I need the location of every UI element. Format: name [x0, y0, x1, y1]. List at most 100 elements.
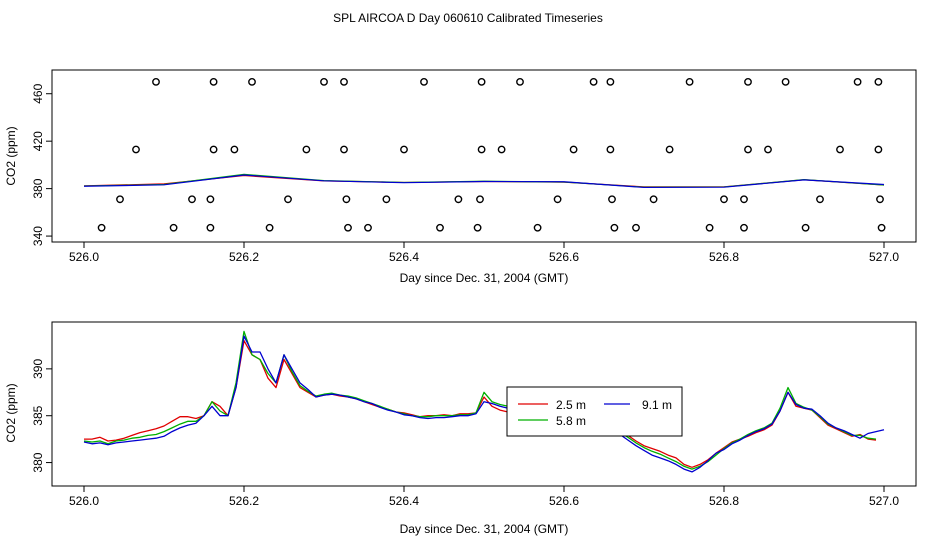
calibration-point	[606, 145, 615, 154]
calibration-point	[874, 77, 883, 86]
calibration-point	[302, 145, 311, 154]
calibration-point	[206, 223, 215, 232]
top-calibration-points	[97, 77, 886, 232]
bottom-x-tick-label: 526.2	[229, 494, 259, 508]
calibration-point	[608, 195, 616, 204]
calibration-point	[265, 223, 274, 232]
calibration-point	[497, 145, 506, 154]
calibration-point	[209, 145, 218, 154]
calibration-point	[320, 77, 328, 86]
top-x-tick-label: 526.4	[389, 250, 419, 264]
calibration-point	[740, 195, 748, 204]
legend-label-5-8m: 5.8 m	[556, 414, 586, 428]
top-y-tick-label: 340	[31, 226, 45, 246]
calibration-point	[874, 145, 883, 154]
calibration-point	[248, 77, 256, 86]
bottom-x-tick-label: 526.0	[69, 494, 99, 508]
legend-box	[506, 386, 683, 437]
bottom-x-tick-label: 526.4	[389, 494, 419, 508]
top-x-axis-label: Day since Dec. 31, 2004 (GMT)	[400, 271, 569, 285]
bottom-axes: 526.0 526.2 526.4 526.6 526.8 527.0 380 385 390	[31, 359, 899, 508]
series-line-9-1-m	[83, 335, 885, 473]
bottom-series-lines	[83, 330, 885, 473]
calibration-point	[744, 77, 752, 86]
calibration-point	[206, 195, 215, 204]
calibration-point	[744, 145, 752, 154]
calibration-point	[477, 145, 486, 154]
calibration-point	[132, 145, 140, 154]
top-series-lines	[83, 173, 885, 189]
bottom-x-tick-label: 526.6	[549, 494, 579, 508]
top-y-tick-label: 460	[31, 83, 45, 103]
calibration-point	[436, 223, 444, 232]
top-y-tick-label: 420	[31, 131, 45, 151]
calibration-point	[649, 195, 658, 204]
calibration-point	[836, 145, 844, 154]
calibration-point	[209, 77, 218, 86]
calibration-point	[454, 195, 463, 204]
top-x-tick-label: 526.6	[549, 250, 579, 264]
calibration-point	[606, 77, 615, 86]
top-x-tick-label: 526.8	[709, 250, 739, 264]
calibration-point	[188, 195, 196, 204]
calibration-point	[344, 223, 352, 232]
calibration-point	[340, 77, 348, 86]
bottom-x-tick-label: 527.0	[869, 494, 899, 508]
top-y-axis-label: CO2 (ppm)	[4, 126, 18, 185]
calibration-point	[476, 195, 484, 204]
calibration-point	[533, 223, 542, 232]
calibration-point	[284, 195, 292, 204]
calibration-point	[665, 145, 674, 154]
bottom-x-tick-label: 526.8	[709, 494, 739, 508]
calibration-point	[169, 223, 178, 232]
calibration-point	[876, 195, 884, 204]
calibration-point	[801, 223, 810, 232]
bottom-plot-frame	[51, 321, 917, 487]
calibration-point	[877, 223, 886, 232]
calibration-point	[152, 77, 160, 86]
calibration-point	[473, 223, 482, 232]
bottom-y-axis-label: CO2 (ppm)	[4, 383, 18, 442]
calibration-point	[705, 223, 714, 232]
calibration-point	[720, 195, 728, 204]
calibration-point	[230, 145, 239, 154]
bottom-y-tick-label: 385	[31, 405, 45, 425]
bottom-panel-line: 526.0 526.2 526.4 526.6 526.8 527.0380385390 …	[4, 321, 917, 536]
calibration-point	[764, 145, 772, 154]
calibration-point	[516, 77, 524, 86]
top-y-tick-label: 380	[31, 178, 45, 198]
calibration-point	[116, 195, 124, 204]
calibration-point	[816, 195, 824, 204]
legend: 2.5 m 5.8 m 9.1 m	[506, 386, 683, 437]
top-plot-frame	[51, 69, 917, 243]
calibration-point	[781, 77, 790, 86]
calibration-point	[589, 77, 598, 86]
calibration-point	[420, 77, 428, 86]
top-series-9-1-m	[83, 174, 885, 189]
calibration-point	[477, 77, 486, 86]
calibration-point	[569, 145, 578, 154]
bottom-y-tick-label: 390	[31, 359, 45, 379]
calibration-point	[610, 223, 619, 232]
calibration-point	[382, 195, 391, 204]
calibration-point	[853, 77, 862, 86]
calibration-point	[740, 223, 748, 232]
calibration-point	[632, 223, 640, 232]
calibration-point	[342, 195, 351, 204]
bottom-y-tick-label: 380	[31, 452, 45, 472]
calibration-point	[97, 223, 106, 232]
calibration-point	[553, 195, 562, 204]
calibration-point	[364, 223, 372, 232]
top-panel-scatter: 526.0 526.2 526.4 526.6 526.8 527.0 340 380 420 4…	[4, 69, 917, 285]
top-x-tick-label: 527.0	[869, 250, 899, 264]
series-line-5-8-m	[83, 330, 877, 470]
calibration-point	[685, 77, 694, 86]
top-x-tick-label: 526.2	[229, 250, 259, 264]
top-x-tick-label: 526.0	[69, 250, 99, 264]
bottom-x-axis-label: Day since Dec. 31, 2004 (GMT)	[400, 522, 569, 536]
calibration-point	[400, 145, 408, 154]
top-axes: 526.0 526.2 526.4 526.6 526.8 527.0 340 380 420 4…	[31, 83, 899, 264]
figure-title: SPL AIRCOA D Day 060610 Calibrated Times…	[333, 11, 603, 25]
top-series-5-8-m	[83, 173, 885, 188]
